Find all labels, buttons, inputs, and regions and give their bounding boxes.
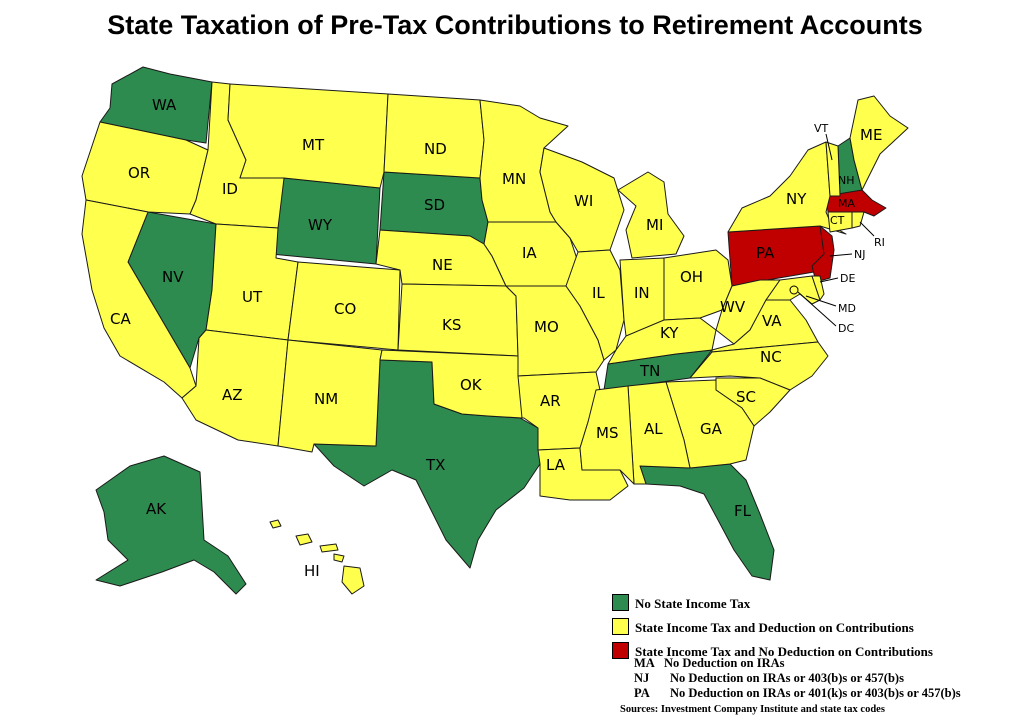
label-ar: AR: [540, 392, 561, 410]
label-dc: DC: [838, 322, 854, 335]
note-state: NJ: [634, 671, 650, 685]
label-la: LA: [546, 456, 566, 474]
legend-item-no-tax: No State Income Tax: [612, 594, 750, 612]
label-fl: FL: [734, 502, 752, 520]
state-hi-1: [269, 519, 282, 529]
label-wy: WY: [308, 216, 333, 234]
label-ks: KS: [442, 316, 461, 334]
label-ca: CA: [110, 310, 131, 328]
label-ma: MA: [838, 197, 855, 210]
label-co: CO: [334, 300, 356, 318]
state-ak: [95, 455, 247, 595]
label-ga: GA: [700, 420, 723, 438]
state-hi-2: [295, 533, 313, 546]
state-ny: [727, 141, 847, 235]
label-ny: NY: [786, 190, 807, 208]
label-sd: SD: [424, 196, 445, 214]
label-az: AZ: [222, 386, 243, 404]
label-ut: UT: [242, 288, 263, 306]
legend-swatch-red: [612, 642, 629, 659]
map-title: State Taxation of Pre-Tax Contributions …: [107, 10, 923, 40]
label-nm: NM: [314, 390, 338, 408]
label-ok: OK: [460, 376, 483, 394]
label-nv: NV: [162, 268, 184, 286]
label-vt: VT: [814, 122, 829, 135]
note-text: No Deduction on IRAs or 403(b)s or 457(b…: [670, 671, 904, 685]
state-fl: [639, 463, 775, 581]
legend-item-deduction: State Income Tax and Deduction on Contri…: [612, 618, 914, 636]
label-wv: WV: [720, 298, 746, 316]
label-oh: OH: [680, 268, 703, 286]
label-me: ME: [860, 126, 882, 144]
label-nj: NJ: [854, 248, 865, 261]
label-va: VA: [762, 312, 782, 330]
legend-label-no-deduction: State Income Tax and No Deduction on Con…: [635, 644, 933, 659]
state-hi-4: [333, 553, 345, 563]
legend-swatch-yellow: [612, 618, 629, 635]
state-nj: [811, 225, 835, 283]
label-il: IL: [592, 284, 605, 302]
state-nd: [383, 93, 485, 179]
label-ct: CT: [830, 214, 845, 227]
label-mo: MO: [534, 318, 559, 336]
legend-note-nj: NJ No Deduction on IRAs or 403(b)s or 457…: [634, 671, 904, 686]
label-tx: TX: [425, 456, 445, 474]
legend-item-no-deduction: State Income Tax and No Deduction on Con…: [612, 642, 933, 660]
state-hi-3: [319, 543, 339, 553]
note-state: MA: [634, 656, 655, 670]
state-al: [627, 381, 691, 485]
leader-ri: [859, 221, 875, 237]
label-or: OR: [128, 164, 150, 182]
label-id: ID: [222, 180, 238, 198]
label-nh: NH: [838, 174, 855, 187]
state-hi-5: [341, 565, 365, 595]
label-hi: HI: [304, 562, 320, 580]
label-wi: WI: [574, 192, 593, 210]
label-mt: MT: [302, 136, 325, 154]
leader-de: [819, 277, 839, 283]
legend-label-no-tax: No State Income Tax: [635, 596, 751, 611]
label-pa: PA: [756, 244, 775, 262]
label-wa: WA: [152, 96, 177, 114]
label-tn: TN: [639, 362, 660, 380]
legend-note-ma: MA No Deduction on IRAs: [634, 656, 785, 671]
legend-label-deduction: State Income Tax and Deduction on Contri…: [635, 620, 914, 635]
state-il: [565, 249, 625, 361]
label-sc: SC: [736, 388, 756, 406]
note-state: PA: [634, 686, 650, 700]
legend-source: Sources: Investment Company Institute an…: [620, 704, 885, 715]
label-al: AL: [644, 420, 663, 438]
label-ri: RI: [874, 236, 885, 249]
label-de: DE: [840, 272, 855, 285]
leader-nj: [829, 253, 853, 257]
label-nd: ND: [424, 140, 447, 158]
state-me: [849, 95, 909, 191]
note-text: No Deduction on IRAs: [664, 656, 785, 670]
label-ak: AK: [146, 500, 167, 518]
label-nc: NC: [760, 348, 782, 366]
label-ne: NE: [432, 256, 453, 274]
state-mi: [617, 171, 685, 259]
leader-vt: [825, 133, 833, 161]
label-in: IN: [634, 284, 650, 302]
leader-md: [805, 295, 837, 307]
state-vt: [825, 141, 841, 197]
legend-note-pa: PA No Deduction on IRAs or 401(k)s or 403…: [634, 686, 961, 701]
label-mi: MI: [646, 216, 663, 234]
label-md: MD: [838, 302, 856, 315]
note-text: No Deduction on IRAs or 401(k)s or 403(b…: [670, 686, 961, 700]
label-ia: IA: [522, 244, 537, 262]
leader-dc: [797, 291, 837, 327]
state-ri: [851, 211, 865, 229]
dc-marker: [789, 285, 799, 295]
label-mn: MN: [502, 170, 526, 188]
legend-swatch-green: [612, 594, 629, 611]
state-ms: [579, 385, 635, 485]
label-ms: MS: [596, 424, 618, 442]
label-ky: KY: [660, 324, 679, 342]
state-ca: [81, 199, 197, 399]
